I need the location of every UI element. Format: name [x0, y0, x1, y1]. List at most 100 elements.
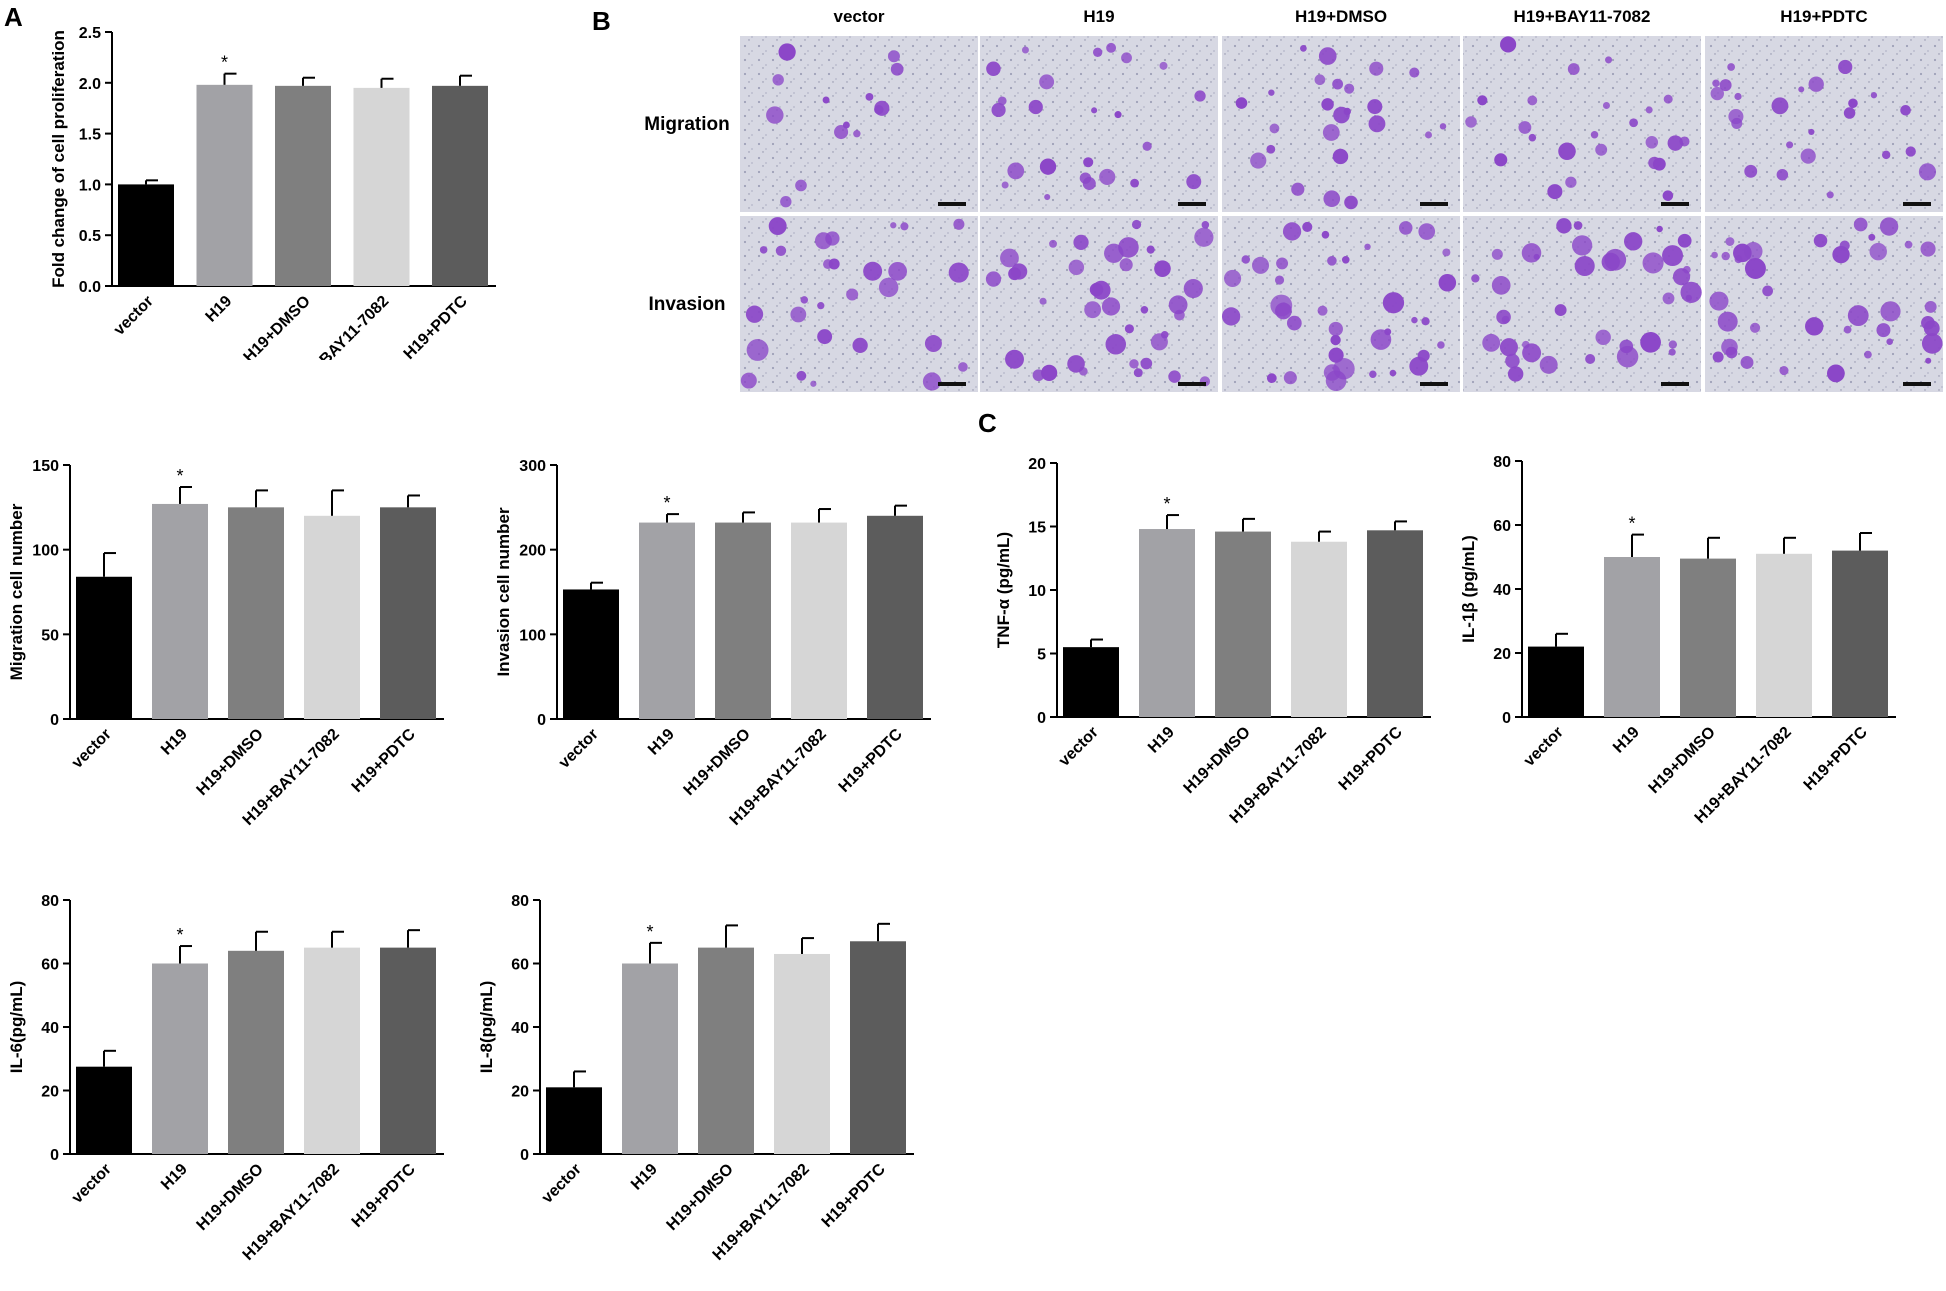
stained-cell — [1073, 234, 1089, 251]
x-tick-label: H19 — [158, 1161, 191, 1194]
stained-cell — [1672, 268, 1691, 286]
stained-cell — [887, 50, 900, 63]
y-axis-label: Fold change of cell proliferation — [49, 30, 68, 288]
bar — [791, 522, 847, 719]
x-tick-label: vector — [69, 726, 115, 772]
stained-cell — [1629, 118, 1638, 128]
stained-cell — [1183, 278, 1203, 299]
stained-cell — [985, 271, 1002, 287]
stained-cell — [1721, 338, 1738, 356]
micrograph-tile — [740, 216, 978, 392]
stained-cell — [1382, 292, 1405, 314]
bar — [432, 85, 488, 287]
bar — [546, 1087, 602, 1154]
stained-cell — [1471, 274, 1480, 283]
stained-cell — [1838, 59, 1853, 75]
stained-cell — [1567, 63, 1580, 75]
stained-cell — [796, 370, 807, 381]
stained-cell — [948, 262, 969, 283]
stained-cell — [1710, 86, 1724, 101]
panel-label-b: B — [592, 6, 611, 36]
y-tick-label: 60 — [1493, 518, 1511, 535]
stained-cell — [1119, 258, 1133, 272]
stained-cell — [1574, 255, 1595, 277]
y-tick-label: 100 — [32, 543, 59, 560]
stained-cell — [772, 74, 784, 86]
stained-cell — [1554, 304, 1567, 316]
stained-cell — [1521, 243, 1542, 263]
stained-cell — [1709, 291, 1729, 311]
stained-cell — [888, 261, 908, 281]
y-tick-label: 20 — [1493, 646, 1511, 663]
stained-cell — [1623, 232, 1643, 251]
stained-cell — [1482, 333, 1501, 352]
stained-cell — [958, 362, 968, 372]
significance-marker: * — [663, 493, 670, 513]
stained-cell — [1656, 225, 1663, 233]
stained-cell — [1491, 248, 1503, 260]
stained-cell — [1039, 297, 1047, 305]
stained-cell — [1442, 248, 1451, 257]
stained-cell — [1565, 176, 1577, 188]
stained-cell — [1252, 256, 1270, 274]
stained-cell — [1740, 356, 1754, 369]
stained-cell — [1880, 301, 1901, 322]
bar — [152, 503, 208, 719]
stained-cell — [1827, 364, 1845, 383]
bar — [275, 85, 331, 287]
stained-cell — [1905, 146, 1916, 157]
stained-cell — [1314, 74, 1326, 86]
il-1-beta-chart: 0 20 40 60 80 IL-1β (pg/mL) vector * H19 H19+DMSO… — [1459, 454, 1896, 827]
stained-cell — [1041, 364, 1058, 381]
y-axis-label: IL-1β (pg/mL) — [1459, 535, 1478, 643]
y-tick-label: 20 — [1028, 456, 1046, 473]
x-tick-label: H19+DMSO — [193, 726, 266, 799]
y-tick-label: 0.0 — [79, 279, 101, 296]
stained-cell — [1121, 52, 1132, 64]
y-tick-label: 20 — [41, 1084, 59, 1101]
stained-cell — [1590, 130, 1599, 139]
bar — [1063, 647, 1119, 717]
stained-cell — [1501, 315, 1510, 324]
stained-cell — [1843, 107, 1856, 119]
stained-cell — [746, 339, 769, 361]
stained-cell — [1133, 368, 1143, 378]
stained-cell — [1663, 94, 1673, 104]
stained-cell — [766, 106, 784, 124]
stained-cell — [1142, 141, 1152, 151]
stained-cell — [1421, 317, 1430, 326]
x-tick-label: H19+PDTC — [819, 1160, 889, 1230]
micrograph-tile — [980, 36, 1218, 212]
y-tick-label: 40 — [1493, 582, 1511, 599]
micrograph-tile — [740, 36, 978, 212]
bar — [304, 515, 360, 719]
stained-cell — [1900, 104, 1911, 116]
stained-cell — [1159, 61, 1168, 70]
stained-cell — [1270, 294, 1293, 317]
stained-cell — [1114, 111, 1122, 119]
y-tick-label: 40 — [41, 1020, 59, 1037]
stained-cell — [1668, 348, 1676, 356]
stained-cell — [1291, 182, 1305, 196]
stained-cell — [1079, 366, 1088, 376]
micrograph-tile — [1705, 36, 1943, 212]
panel-label-a: A — [4, 2, 23, 32]
bar — [715, 522, 771, 719]
stained-cell — [986, 61, 1001, 76]
stained-cell — [740, 372, 757, 389]
stained-cell — [1786, 141, 1794, 149]
stained-cell — [1800, 148, 1816, 164]
il-6-chart: 0 20 40 60 80 IL-6(pg/mL) vector * H19 H19+DMSO H1… — [7, 893, 444, 1264]
stained-cell — [1668, 340, 1677, 349]
stained-cell — [1021, 46, 1029, 54]
stained-cell — [780, 196, 792, 208]
bar — [76, 576, 132, 719]
stained-cell — [846, 288, 859, 301]
stained-cell — [1728, 109, 1744, 125]
stained-cell — [1005, 349, 1024, 369]
stained-cell — [1645, 106, 1653, 114]
panel-label-c: C — [978, 408, 997, 438]
stained-cell — [778, 43, 796, 61]
stained-cell — [1619, 339, 1634, 354]
stained-cell — [1328, 321, 1343, 337]
